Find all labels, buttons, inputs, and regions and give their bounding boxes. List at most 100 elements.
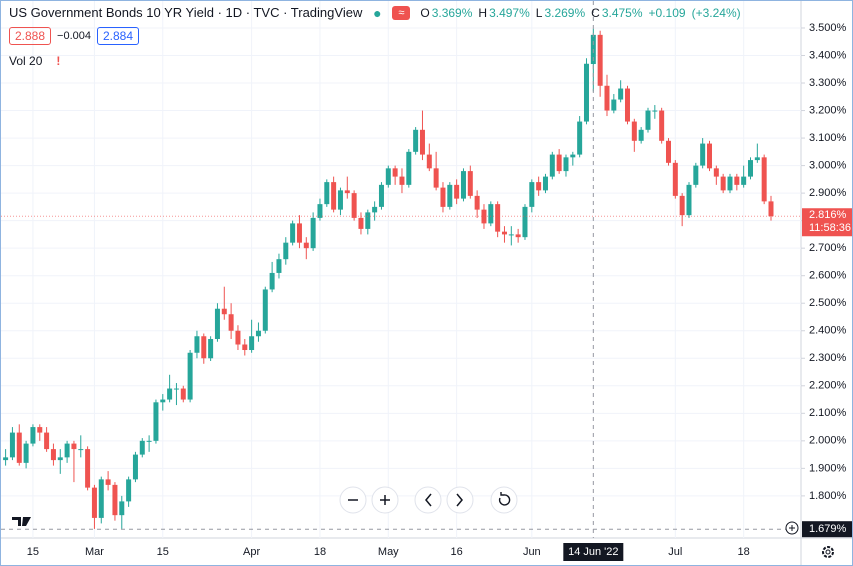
candle-body [105, 479, 111, 485]
candle-body [23, 443, 29, 463]
ohlc-key: O [420, 5, 430, 20]
candle-body [747, 160, 753, 177]
candle-body [194, 336, 200, 353]
crosshair-price-label: 1.679% [809, 523, 847, 535]
y-tick-label: 3.500% [809, 22, 847, 34]
ohlc-value: 3.369% [431, 5, 473, 20]
candle-body [303, 242, 309, 249]
spread: −0.004 [57, 30, 91, 42]
candle-body [440, 187, 446, 207]
candle-body [761, 157, 767, 202]
candle-body [693, 165, 699, 185]
candle-body [604, 85, 610, 111]
candle-body [344, 190, 350, 194]
scroll-left-button[interactable] [414, 486, 442, 514]
y-tick-label: 2.600% [809, 270, 847, 282]
candle-body [337, 190, 343, 210]
candle-body [119, 501, 125, 516]
y-tick-label: 2.300% [809, 352, 847, 364]
candle-body [44, 432, 50, 450]
candle-body [290, 223, 296, 243]
candles [3, 28, 774, 529]
scroll-right-button[interactable] [446, 486, 474, 514]
candle-body [413, 129, 419, 152]
candle-body [522, 206, 528, 238]
reset-button[interactable] [490, 486, 518, 514]
candle-body [126, 479, 132, 502]
y-tick-label: 1.800% [809, 490, 847, 502]
tradingview-logo [12, 517, 31, 526]
left-icon [425, 493, 432, 507]
candle-body [132, 454, 138, 480]
candle-body [180, 388, 186, 400]
candle-body [631, 121, 637, 141]
candle-body [481, 209, 487, 224]
candle-body [754, 157, 760, 161]
candle-body [392, 168, 398, 177]
last-price-label: 2.816% [809, 209, 847, 221]
chart-title: US Government Bonds 10 YR Yield · 1D · T… [9, 5, 363, 20]
candle-body [310, 217, 316, 249]
candle-body [64, 443, 70, 458]
legend-row: US Government Bonds 10 YR Yield · 1D · T… [9, 5, 741, 20]
add-icon [789, 525, 795, 531]
candle-body [700, 143, 706, 166]
candle-body [536, 182, 542, 191]
ohlc-value: 3.475% [601, 5, 643, 20]
candle-body [406, 151, 412, 185]
candle-body [16, 432, 22, 463]
bid[interactable]: 2.888 [9, 27, 52, 45]
reset-icon [498, 492, 511, 506]
x-tick-label: Apr [243, 546, 260, 558]
candle-body [488, 204, 494, 224]
y-tick-label: 1.900% [809, 462, 847, 474]
candle-body [276, 259, 282, 273]
candle-body [741, 176, 747, 185]
candle-body [242, 344, 248, 351]
ohlc-key: H [478, 5, 488, 20]
candle-body [713, 168, 719, 177]
ask[interactable]: 2.884 [96, 27, 140, 45]
crosshair-price-box [802, 521, 852, 538]
candle-body [515, 234, 521, 238]
candle-body [57, 457, 63, 461]
gear-icon [822, 546, 834, 558]
y-tick-label: 3.400% [809, 49, 847, 61]
candle-body [542, 176, 548, 191]
gear-hub [825, 549, 831, 555]
candle-body [296, 223, 302, 243]
candle-body [529, 182, 535, 207]
candle-body [221, 308, 227, 315]
x-tick-label: Mar [85, 546, 104, 558]
alert-icon[interactable]: ! [56, 54, 61, 68]
crosshair-date-box [563, 543, 624, 561]
indicator-row: Vol 20 ! [9, 54, 60, 68]
candle-body [385, 168, 391, 185]
zoom-controls [339, 486, 518, 514]
candle-body [208, 338, 214, 359]
grid: 1.800% 1.900% 2.000% 2.100% 2.200% 2.300% 2.40… [1, 1, 847, 558]
ohlc-values: O 3.369% H 3.497% L 3.269% C 3.475% [416, 6, 642, 20]
candle-body [262, 289, 268, 331]
candle-body [85, 449, 91, 488]
ohlc-value: 3.269% [544, 5, 586, 20]
candle-body [249, 336, 255, 351]
x-tick-label: Jul [668, 546, 682, 558]
status-dot: ● [368, 5, 387, 20]
candle-body [659, 110, 665, 141]
settings-button[interactable] [822, 546, 834, 558]
candle-body [331, 182, 337, 210]
quote-row: 2.888 −0.004 2.884 [9, 27, 140, 45]
candle-body [768, 201, 774, 217]
candle-body [706, 143, 712, 169]
candle-body [173, 388, 179, 390]
candle-body [324, 182, 330, 205]
y-tick-label: 2.500% [809, 297, 847, 309]
candle-body [399, 176, 405, 185]
candle-body [433, 168, 439, 188]
candle-body [255, 330, 261, 337]
candle-body [372, 206, 378, 213]
y-tick-label: 2.700% [809, 242, 847, 254]
